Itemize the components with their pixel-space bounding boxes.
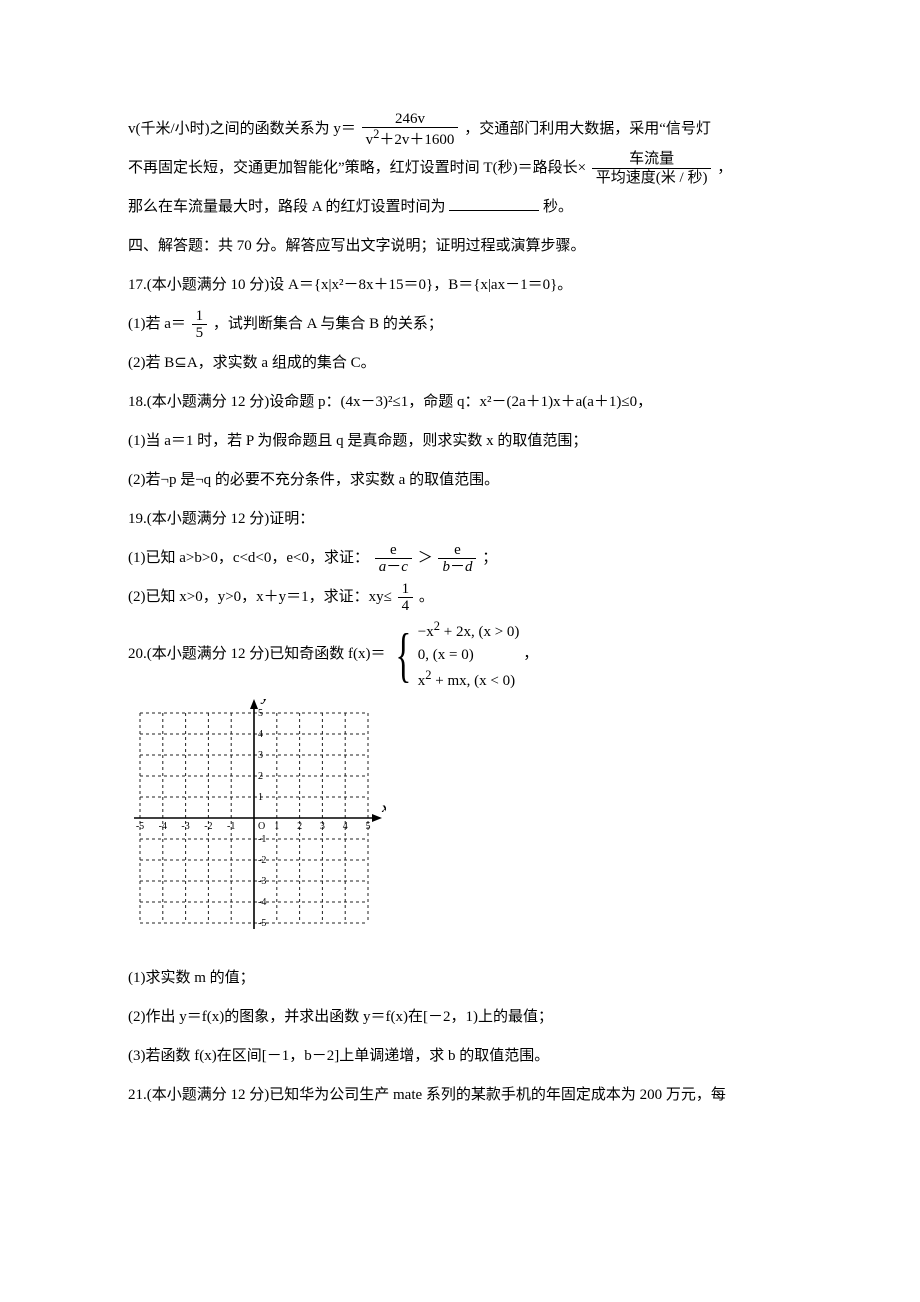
- svg-text:1: 1: [274, 821, 279, 832]
- svg-text:4: 4: [258, 729, 263, 740]
- q18-part2: (2)若¬p 是¬q 的必要不充分条件，求实数 a 的取值范围。: [128, 461, 792, 500]
- text: v(千米/小时)之间的函数关系为 y＝: [128, 121, 356, 137]
- case-3: x2 + mx, (x < 0): [416, 666, 520, 693]
- grid-svg: -5 -4 -3 -2 -1 1 2 3 4 5 -5 -4 -3 -2 -1 1 2 3 4 5 Ox y: [122, 699, 386, 937]
- q21-head: 21.(本小题满分 12 分)已知华为公司生产 mate 系列的某款手机的年固定…: [128, 1076, 792, 1115]
- q20-part1: (1)求实数 m 的值；: [128, 959, 792, 998]
- q16-continuation-line3: 那么在车流量最大时，路段 A 的红灯设置时间为 秒。: [128, 188, 792, 227]
- piecewise-function: { −x2 + 2x, (x > 0) 0, (x = 0) x2 + mx, …: [389, 617, 519, 693]
- svg-text:4: 4: [343, 821, 348, 832]
- text: (1)若 a＝: [128, 316, 186, 332]
- svg-text:-3: -3: [258, 876, 266, 887]
- text: 那么在车流量最大时，路段 A 的红灯设置时间为: [128, 199, 446, 215]
- case-1: −x2 + 2x, (x > 0): [416, 617, 520, 644]
- left-brace-icon: {: [396, 625, 412, 685]
- q19-part2: (2)已知 x>0，y>0，x＋y＝1，求证：xy≤ 1 4 。: [128, 578, 792, 617]
- q18-head: 18.(本小题满分 12 分)设命题 p：(4x－3)²≤1，命题 q：x²－(…: [128, 383, 792, 422]
- text: 。: [419, 589, 434, 605]
- svg-text:y: y: [260, 699, 269, 705]
- q19-part1: (1)已知 a>b>0，c<d<0，e<0，求证： e a－c ＞ e b－d …: [128, 539, 792, 578]
- text: ，交通部门利用大数据，采用“信号灯: [464, 121, 711, 137]
- numerator: 1: [398, 581, 414, 598]
- svg-text:O: O: [258, 821, 265, 832]
- svg-text:-5: -5: [258, 918, 266, 929]
- q18-part1: (1)当 a＝1 时，若 P 为假命题且 q 是真命题，则求实数 x 的取值范围…: [128, 422, 792, 461]
- denominator: v2＋2v＋1600: [362, 127, 459, 149]
- q16-continuation-line1: v(千米/小时)之间的函数关系为 y＝ 246v v2＋2v＋1600 ，交通部…: [128, 110, 792, 149]
- svg-text:-4: -4: [159, 821, 167, 832]
- fraction-flow-speed: 车流量 平均速度(米 / 秒): [592, 150, 712, 187]
- fraction-rhs: e b－d: [438, 542, 476, 576]
- text: ，: [717, 160, 732, 176]
- q20-part2: (2)作出 y＝f(x)的图象，并求出函数 y＝f(x)在[－2，1)上的最值；: [128, 998, 792, 1037]
- svg-text:2: 2: [258, 771, 263, 782]
- svg-text:-1: -1: [227, 821, 235, 832]
- text: (1)已知 a>b>0，c<d<0，e<0，求证：: [128, 550, 369, 566]
- numerator: 1: [192, 308, 208, 325]
- text: (2)已知 x>0，y>0，x＋y＝1，求证：xy≤: [128, 589, 392, 605]
- svg-text:-3: -3: [181, 821, 189, 832]
- text: 秒。: [543, 199, 573, 215]
- svg-text:x: x: [381, 801, 386, 816]
- page: v(千米/小时)之间的函数关系为 y＝ 246v v2＋2v＋1600 ，交通部…: [0, 0, 920, 1135]
- piecewise-cases: −x2 + 2x, (x > 0) 0, (x = 0) x2 + mx, (x…: [416, 617, 520, 693]
- numerator: 车流量: [592, 150, 712, 168]
- denominator: a－c: [375, 558, 412, 576]
- q16-continuation-line2: 不再固定长短，交通更加智能化”策略，红灯设置时间 T(秒)＝路段长× 车流量 平…: [128, 149, 792, 188]
- coordinate-grid-figure: -5 -4 -3 -2 -1 1 2 3 4 5 -5 -4 -3 -2 -1 1 2 3 4 5 Ox y: [122, 699, 792, 953]
- denominator: 4: [398, 597, 414, 615]
- q17-head: 17.(本小题满分 10 分)设 A＝{x|x²－8x＋15＝0}，B＝{x|a…: [128, 266, 792, 305]
- text: ；: [482, 550, 497, 566]
- numerator: e: [438, 542, 476, 559]
- q20-head: 20.(本小题满分 12 分)已知奇函数 f(x)＝ { −x2 + 2x, (…: [128, 617, 792, 693]
- svg-text:3: 3: [258, 750, 263, 761]
- svg-text:-1: -1: [258, 834, 266, 845]
- fraction-1-4: 1 4: [398, 581, 414, 615]
- q17-part1: (1)若 a＝ 1 5 ，试判断集合 A 与集合 B 的关系；: [128, 305, 792, 344]
- numerator: 246v: [362, 111, 459, 128]
- text: 不再固定长短，交通更加智能化”策略，红灯设置时间 T(秒)＝路段长×: [128, 160, 586, 176]
- gt-symbol: ＞: [418, 550, 433, 566]
- q20-part3: (3)若函数 f(x)在区间[－1，b－2]上单调递增，求 b 的取值范围。: [128, 1037, 792, 1076]
- q19-head: 19.(本小题满分 12 分)证明：: [128, 500, 792, 539]
- svg-text:5: 5: [366, 821, 371, 832]
- text: ，: [523, 646, 538, 662]
- text: ，试判断集合 A 与集合 B 的关系；: [213, 316, 443, 332]
- svg-text:-5: -5: [136, 821, 144, 832]
- fraction-246v: 246v v2＋2v＋1600: [362, 111, 459, 149]
- svg-text:-2: -2: [258, 855, 266, 866]
- text: 20.(本小题满分 12 分)已知奇函数 f(x)＝: [128, 646, 385, 662]
- answer-blank: [449, 195, 539, 211]
- svg-text:-2: -2: [204, 821, 212, 832]
- section-4-heading: 四、解答题：共 70 分。解答应写出文字说明；证明过程或演算步骤。: [128, 227, 792, 266]
- svg-text:2: 2: [297, 821, 302, 832]
- fraction-lhs: e a－c: [375, 542, 412, 576]
- numerator: e: [375, 542, 412, 559]
- svg-text:1: 1: [258, 792, 263, 803]
- denominator: 平均速度(米 / 秒): [592, 168, 712, 187]
- denominator: 5: [192, 324, 208, 342]
- q17-part2: (2)若 B⊆A，求实数 a 组成的集合 C。: [128, 344, 792, 383]
- svg-text:-4: -4: [258, 897, 266, 908]
- denominator: b－d: [438, 558, 476, 576]
- svg-text:5: 5: [258, 708, 263, 719]
- svg-text:3: 3: [320, 821, 325, 832]
- fraction-1-5: 1 5: [192, 308, 208, 342]
- case-2: 0, (x = 0): [416, 644, 520, 667]
